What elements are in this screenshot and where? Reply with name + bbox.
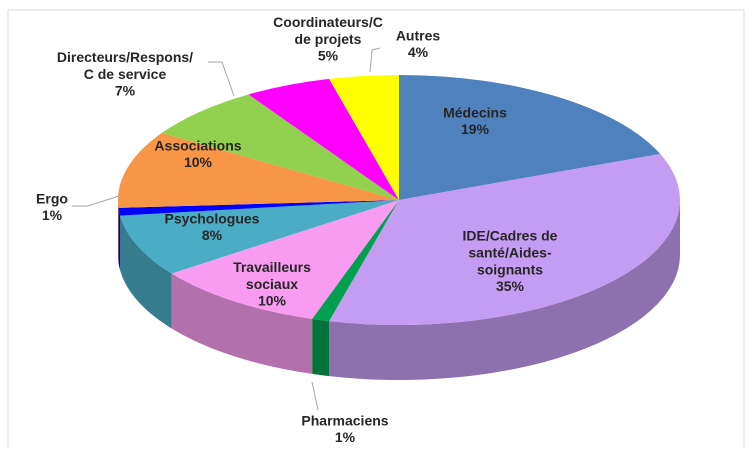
data-label-value: 1% bbox=[335, 429, 356, 445]
data-label-value: 5% bbox=[318, 48, 339, 64]
pie-side bbox=[312, 318, 330, 377]
pie-side bbox=[171, 273, 313, 374]
pie-side bbox=[120, 215, 172, 329]
pie-slice bbox=[329, 75, 399, 200]
pie-slice bbox=[171, 200, 399, 319]
data-label-value: 4% bbox=[408, 44, 429, 60]
data-label-name: Autres bbox=[396, 27, 441, 43]
pie-slice bbox=[248, 78, 399, 200]
pie-slice bbox=[120, 200, 400, 274]
pie-slice bbox=[161, 94, 399, 200]
pie-slice bbox=[117, 133, 399, 208]
data-label-value: 1% bbox=[42, 207, 63, 223]
pie-slice bbox=[399, 75, 661, 200]
data-label-value: 10% bbox=[184, 154, 213, 170]
pie-side bbox=[118, 207, 121, 271]
data-label-value: 8% bbox=[202, 227, 223, 243]
leader-line bbox=[72, 195, 120, 207]
pie-sides bbox=[118, 200, 680, 380]
data-label-value: 19% bbox=[461, 121, 490, 137]
pie-slice bbox=[312, 200, 399, 322]
chart-frame bbox=[8, 9, 745, 449]
data-label-name: Ergo bbox=[36, 190, 68, 206]
data-label-name: Psychologues bbox=[165, 210, 260, 226]
data-label-name: Médecins bbox=[443, 104, 507, 120]
leader-line bbox=[369, 47, 381, 73]
data-label-name: IDE/Cadres de santé/Aides-soignants bbox=[463, 227, 558, 277]
leader-line bbox=[311, 381, 319, 411]
pie-side bbox=[329, 200, 680, 380]
pie-top bbox=[117, 75, 681, 326]
pie-slice bbox=[118, 200, 399, 216]
data-label-value: 7% bbox=[115, 83, 136, 99]
pie-side bbox=[118, 200, 119, 263]
data-label-value: 35% bbox=[496, 278, 525, 294]
leader-lines bbox=[72, 47, 381, 411]
pie-slice bbox=[329, 153, 681, 326]
leader-line bbox=[208, 61, 235, 97]
data-label-name: Directeurs/Respons/C de service bbox=[57, 49, 193, 82]
data-label-name: Associations bbox=[154, 137, 241, 153]
data-label-name: Pharmaciens bbox=[301, 412, 388, 428]
data-label-name: Travailleurs sociaux bbox=[233, 259, 311, 292]
data-label-name: Coordinateurs/C de projets bbox=[273, 14, 383, 47]
data-label-value: 10% bbox=[258, 293, 287, 309]
